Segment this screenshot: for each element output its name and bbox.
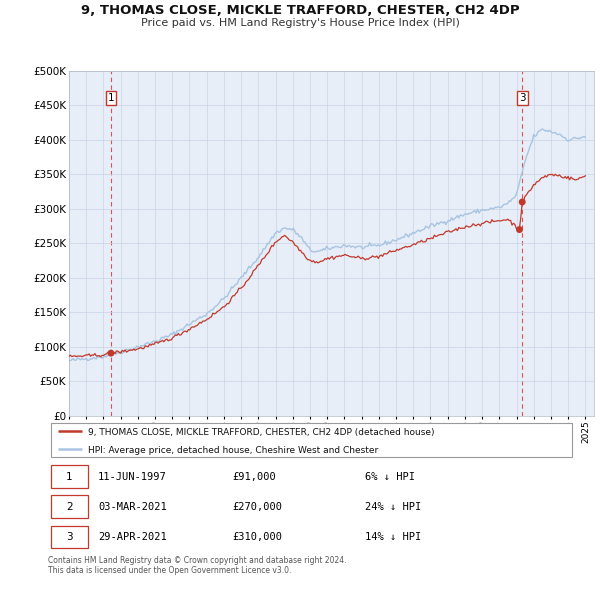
Text: 14% ↓ HPI: 14% ↓ HPI <box>365 532 421 542</box>
Point <box>106 349 116 358</box>
Text: Price paid vs. HM Land Registry's House Price Index (HPI): Price paid vs. HM Land Registry's House … <box>140 18 460 28</box>
Text: 2: 2 <box>66 502 73 512</box>
Text: 1: 1 <box>107 93 115 103</box>
Text: 9, THOMAS CLOSE, MICKLE TRAFFORD, CHESTER, CH2 4DP: 9, THOMAS CLOSE, MICKLE TRAFFORD, CHESTE… <box>80 4 520 17</box>
Text: £310,000: £310,000 <box>233 532 283 542</box>
Text: £270,000: £270,000 <box>233 502 283 512</box>
Text: 3: 3 <box>66 532 73 542</box>
FancyBboxPatch shape <box>50 422 572 457</box>
Text: 29-APR-2021: 29-APR-2021 <box>98 532 167 542</box>
Text: Contains HM Land Registry data © Crown copyright and database right 2024.: Contains HM Land Registry data © Crown c… <box>48 556 347 565</box>
Text: 9, THOMAS CLOSE, MICKLE TRAFFORD, CHESTER, CH2 4DP (detached house): 9, THOMAS CLOSE, MICKLE TRAFFORD, CHESTE… <box>88 428 434 437</box>
FancyBboxPatch shape <box>50 526 88 549</box>
Text: £91,000: £91,000 <box>233 471 277 481</box>
Text: This data is licensed under the Open Government Licence v3.0.: This data is licensed under the Open Gov… <box>48 566 292 575</box>
FancyBboxPatch shape <box>50 496 88 518</box>
Text: 3: 3 <box>519 93 526 103</box>
Text: 24% ↓ HPI: 24% ↓ HPI <box>365 502 421 512</box>
Text: 11-JUN-1997: 11-JUN-1997 <box>98 471 167 481</box>
Point <box>515 225 524 234</box>
Point <box>517 197 527 206</box>
Text: 6% ↓ HPI: 6% ↓ HPI <box>365 471 415 481</box>
FancyBboxPatch shape <box>50 466 88 488</box>
Text: HPI: Average price, detached house, Cheshire West and Chester: HPI: Average price, detached house, Ches… <box>88 445 378 455</box>
Text: 03-MAR-2021: 03-MAR-2021 <box>98 502 167 512</box>
Text: 1: 1 <box>66 471 73 481</box>
